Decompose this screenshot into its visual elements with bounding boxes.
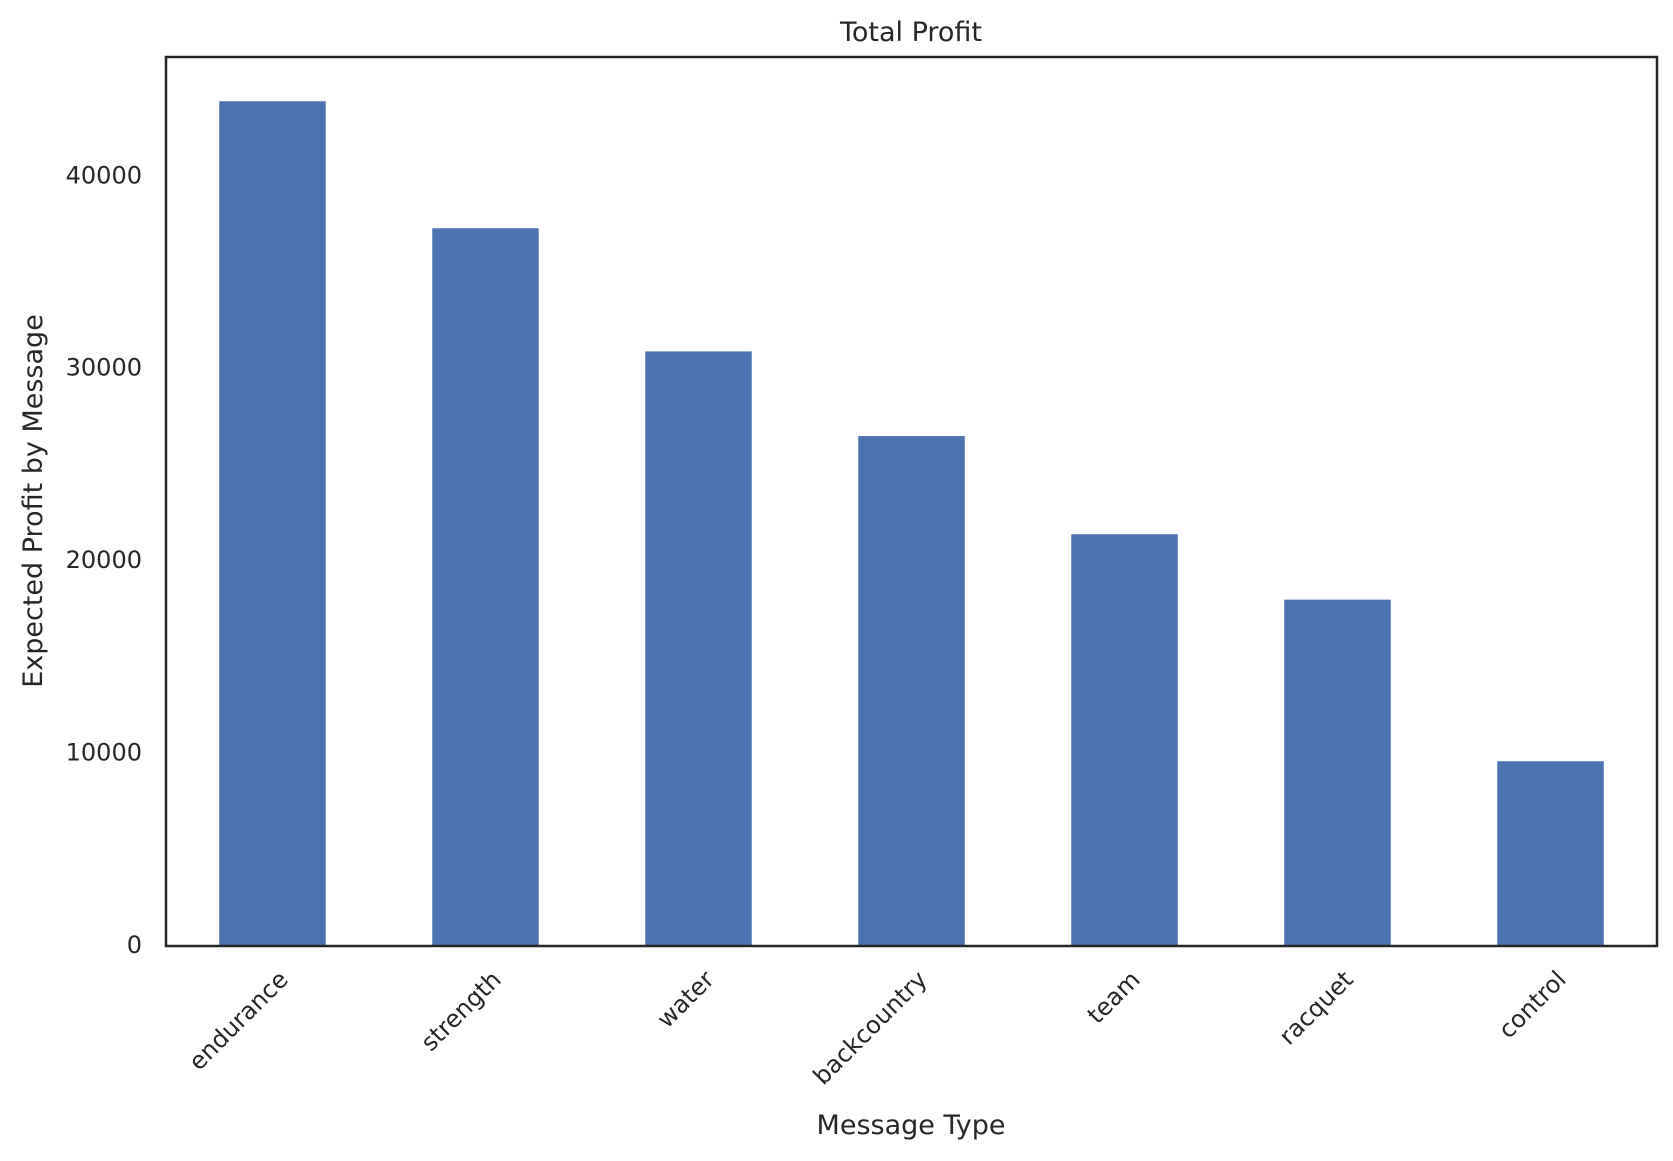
y-axis-label: Expected Profit by Message xyxy=(18,314,49,688)
bar-team xyxy=(1071,534,1178,946)
x-axis-ticks: endurance strength water backcountry team rac… xyxy=(183,965,1571,1090)
y-tick-label-10000: 10000 xyxy=(66,739,142,767)
y-axis-ticks: 0 10000 20000 30000 40000 xyxy=(66,161,142,959)
plot-frame xyxy=(164,55,1659,948)
bar-water xyxy=(645,351,752,946)
y-tick-label-40000: 40000 xyxy=(66,161,142,189)
bar-backcountry xyxy=(858,436,965,946)
bar-strength xyxy=(432,228,539,946)
x-tick-label-strength: strength xyxy=(415,965,506,1056)
y-tick-label-0: 0 xyxy=(127,931,142,959)
x-tick-label-backcountry: backcountry xyxy=(808,965,933,1090)
bars-layer xyxy=(219,101,1604,946)
x-tick-label-water: water xyxy=(652,965,720,1033)
bar-control xyxy=(1497,761,1604,946)
x-axis-label: Message Type xyxy=(817,1110,1006,1141)
x-tick-label-racquet: racquet xyxy=(1274,965,1359,1050)
x-tick-label-control: control xyxy=(1493,965,1572,1044)
bar-racquet xyxy=(1284,599,1391,946)
x-tick-label-team: team xyxy=(1082,965,1146,1029)
y-tick-label-20000: 20000 xyxy=(66,546,142,574)
chart-title: Total Profit xyxy=(839,17,982,48)
y-tick-label-30000: 30000 xyxy=(66,354,142,382)
x-tick-label-endurance: endurance xyxy=(183,965,293,1075)
bar-endurance xyxy=(219,101,326,946)
